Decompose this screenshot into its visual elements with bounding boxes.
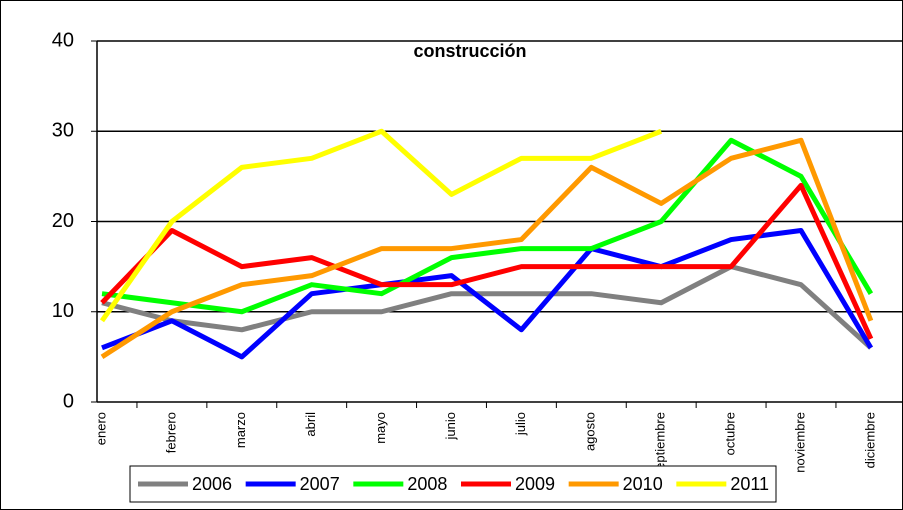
- chart-title: construcción: [413, 41, 526, 61]
- x-tick-label: abril: [303, 412, 318, 437]
- legend-label: 2009: [515, 474, 555, 494]
- series-line: [100, 137, 874, 359]
- series-line: [101, 264, 873, 350]
- x-tick-label: enero: [93, 412, 108, 445]
- x-tick-label: diciembre: [862, 412, 877, 468]
- legend-label: 2011: [730, 474, 769, 494]
- x-tick-label: febrero: [163, 412, 178, 453]
- x-tick-label: noviembre: [792, 412, 807, 473]
- x-tick-label: julio: [513, 412, 528, 436]
- legend-label: 2007: [300, 474, 340, 494]
- series-line: [99, 128, 663, 323]
- legend-label: 2006: [192, 474, 232, 494]
- series-line: [101, 228, 874, 360]
- legend-label: 2010: [623, 474, 663, 494]
- x-tick-label: agosto: [583, 412, 598, 451]
- y-tick-label: 20: [52, 210, 74, 232]
- series-line: [100, 182, 874, 340]
- legend-box: [129, 465, 777, 503]
- x-tick-label: octubre: [723, 412, 738, 455]
- legend: 2006 2007 2008 2009 2010 2011: [129, 465, 777, 503]
- legend-label: 2008: [407, 474, 447, 494]
- y-tick-label: 0: [63, 390, 74, 412]
- x-tick-label: marzo: [233, 412, 248, 448]
- y-tick-label: 40: [52, 29, 74, 51]
- x-tick-label: junio: [443, 412, 458, 440]
- x-tick-label: mayo: [373, 412, 388, 444]
- x-tick-label: septiembre: [653, 412, 668, 476]
- y-tick-label: 10: [52, 300, 74, 322]
- y-tick-label: 30: [52, 120, 74, 142]
- series-line: [101, 137, 874, 315]
